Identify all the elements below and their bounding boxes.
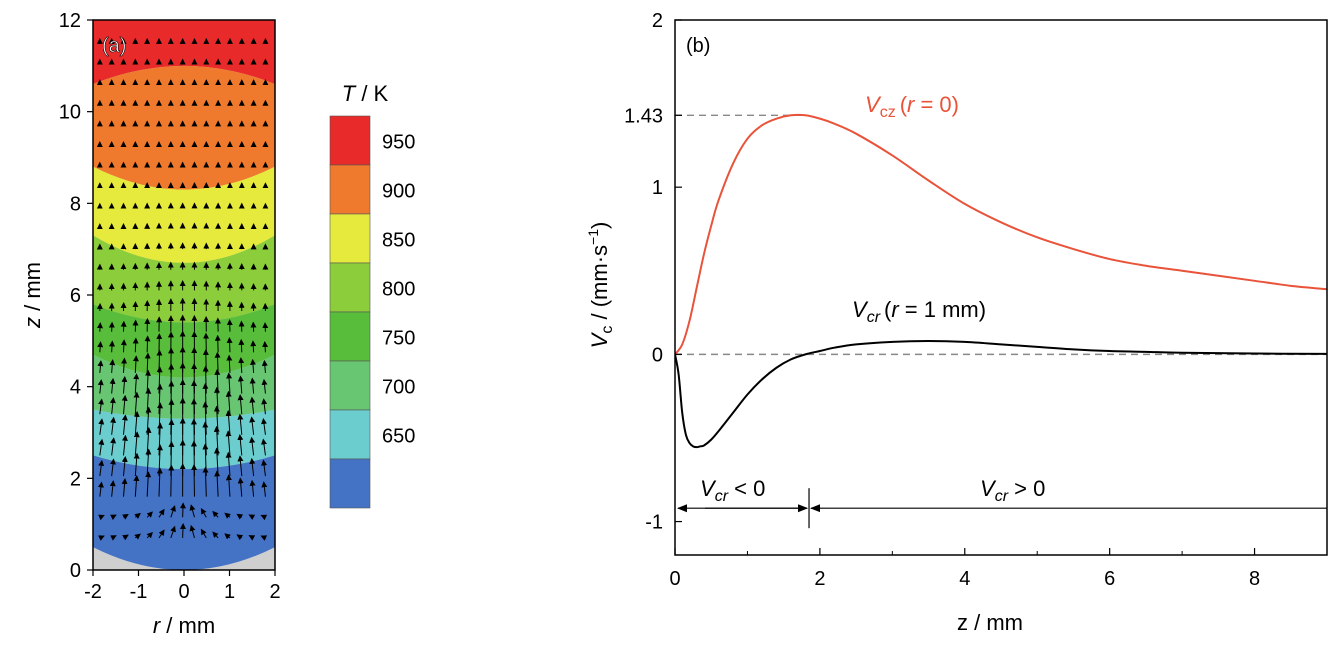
x-tick-label: 8 [1249, 568, 1260, 590]
velocity-vector [159, 351, 160, 373]
velocity-vector [265, 342, 266, 352]
panel-a-y-axis-label: z / mm [20, 262, 45, 329]
reference-lines [675, 115, 1327, 354]
x-tick-label: 2 [814, 568, 825, 590]
colorbar-tick-label: 850 [382, 230, 415, 252]
x-tick-label: -2 [84, 581, 102, 603]
y-tick-label: 0 [652, 344, 663, 366]
y-tick-label: 2 [652, 10, 663, 32]
y-tick-label: 1 [652, 177, 663, 199]
x-tick-label: 4 [959, 568, 970, 590]
x-tick-label: -1 [130, 581, 148, 603]
colorbar-cell [330, 214, 370, 263]
colorbar-cells [330, 116, 370, 508]
x-tick-label: 0 [669, 568, 680, 590]
x-tick-label: 6 [1104, 568, 1115, 590]
y-tick-label: 0 [70, 560, 81, 582]
series-line [675, 341, 1327, 447]
velocity-vector [135, 338, 136, 352]
panel-b-velocity-plot: 0 2 4 6 8 2 1.43 1 0 -1 (b) z / mm Vc / (mm·s−1)… [585, 10, 1327, 635]
panel-b-label: (b) [686, 35, 710, 57]
panel-b-x-axis-label: z / mm [957, 610, 1023, 635]
colorbar-tick-label: 750 [382, 328, 415, 350]
velocity-vector [253, 341, 254, 352]
x-tick-label: 0 [178, 581, 189, 603]
panel-a-x-ticks: -2 -1 0 1 2 [84, 570, 280, 603]
temperature-band [93, 455, 275, 570]
temperature-colorbar: T / K 950 900 850 800 750 700 650 [330, 81, 415, 508]
velocity-vector [206, 350, 207, 373]
vcr-annotation: Vcr(r = 1 mm) [852, 297, 986, 326]
colorbar-tick-label: 650 [382, 426, 415, 448]
velocity-vector [183, 524, 184, 538]
colorbar-tick-label: 900 [382, 181, 415, 203]
velocity-vector [229, 338, 230, 352]
velocity-vector [183, 503, 184, 517]
colorbar-cell [330, 312, 370, 361]
x-tick-label: 1 [224, 581, 235, 603]
panel-b-frame [675, 20, 1327, 555]
y-tick-label: 12 [59, 10, 81, 32]
y-tick-label: 6 [70, 285, 81, 307]
colorbar-tick-label: 950 [382, 132, 415, 154]
panel-a-label: (a) [102, 35, 126, 57]
y-tick-label: 8 [70, 193, 81, 215]
colorbar-tick-label: 800 [382, 279, 415, 301]
velocity-series [675, 115, 1327, 447]
velocity-vector [112, 341, 113, 352]
region-right-label: Vcr > 0 [980, 476, 1045, 505]
colorbar-cell [330, 361, 370, 410]
colorbar-tick-label: 700 [382, 377, 415, 399]
colorbar-cell [330, 116, 370, 165]
colorbar-cell [330, 165, 370, 214]
y-tick-label: 1.43 [624, 105, 663, 127]
colorbar-cell [330, 410, 370, 459]
series-line [675, 115, 1327, 354]
velocity-vector [100, 342, 101, 352]
y-tick-label: 2 [70, 468, 81, 490]
panel-b-y-ticks: 2 1.43 1 0 -1 [624, 10, 682, 534]
temperature-contour-bands [93, 20, 275, 570]
y-tick-label: -1 [645, 512, 663, 534]
colorbar-cell [330, 263, 370, 312]
temperature-band [93, 66, 275, 190]
y-tick-label: 4 [70, 377, 81, 399]
colorbar-tick-labels: 950 900 850 800 750 700 650 [382, 132, 415, 448]
region-left-label: Vcr < 0 [700, 476, 765, 505]
panel-a-x-axis-label: r / mm [153, 613, 215, 638]
colorbar-title: T / K [342, 81, 389, 106]
velocity-vector [123, 340, 124, 352]
panel-a-y-ticks: 0 2 4 6 8 10 12 [59, 10, 93, 582]
vcz-annotation: Vcz(r = 0) [865, 92, 959, 121]
panel-b-y-axis-label: Vc / (mm·s−1) [585, 222, 616, 349]
colorbar-cell [330, 459, 370, 508]
velocity-vector [241, 340, 242, 352]
x-tick-label: 2 [269, 581, 280, 603]
y-tick-label: 10 [59, 102, 81, 124]
